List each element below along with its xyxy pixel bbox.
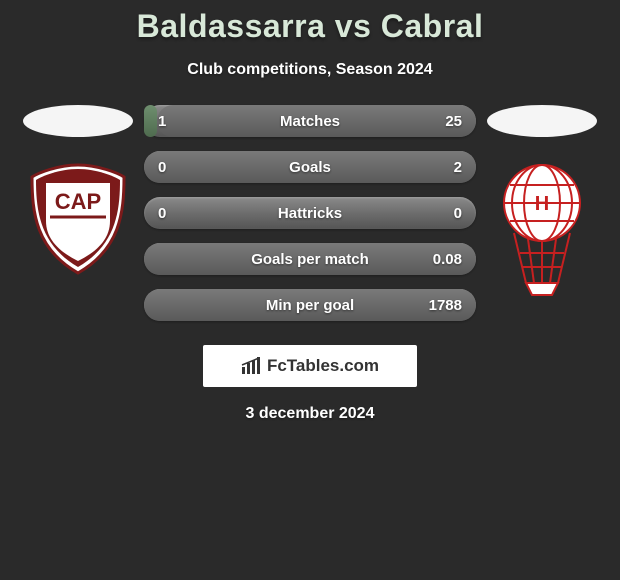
left-player-column: CAP xyxy=(18,105,138,280)
stat-right-value: 0.08 xyxy=(433,251,462,268)
stat-right-value: 2 xyxy=(454,159,462,176)
branding-text: FcTables.com xyxy=(267,356,379,376)
svg-text:CAP: CAP xyxy=(55,189,101,214)
right-player-photo-placeholder xyxy=(487,105,597,137)
generated-date: 3 december 2024 xyxy=(0,405,620,423)
stat-left-value: 1 xyxy=(158,113,166,130)
stat-left-value: 0 xyxy=(158,205,166,222)
page-title: Baldassarra vs Cabral xyxy=(0,8,620,45)
stat-label: Min per goal xyxy=(266,297,354,314)
branding-badge[interactable]: FcTables.com xyxy=(203,345,417,387)
bar-chart-icon xyxy=(241,357,263,375)
svg-text:H: H xyxy=(535,193,549,215)
right-player-column: H xyxy=(482,105,602,304)
stat-label: Matches xyxy=(280,113,340,130)
left-player-photo-placeholder xyxy=(23,105,133,137)
stat-row: Goals per match 0.08 xyxy=(144,243,476,275)
stat-row: Min per goal 1788 xyxy=(144,289,476,321)
stat-label: Goals per match xyxy=(251,251,369,268)
stat-row: 0 Goals 2 xyxy=(144,151,476,183)
stat-label: Goals xyxy=(289,159,331,176)
balloon-crest-icon: H xyxy=(492,163,592,299)
content-row: CAP 1 Matches 25 0 Goals 2 xyxy=(0,105,620,335)
stat-right-value: 0 xyxy=(454,205,462,222)
stat-row: 0 Hattricks 0 xyxy=(144,197,476,229)
stats-column: 1 Matches 25 0 Goals 2 0 Hattricks 0 xyxy=(138,105,482,335)
stat-label: Hattricks xyxy=(278,205,342,222)
comparison-card: Baldassarra vs Cabral Club competitions,… xyxy=(0,0,620,423)
stat-left-value: 0 xyxy=(158,159,166,176)
stat-fill-left xyxy=(144,105,157,137)
shield-icon: CAP xyxy=(28,163,128,275)
stat-right-value: 1788 xyxy=(429,297,462,314)
stat-row: 1 Matches 25 xyxy=(144,105,476,137)
stat-right-value: 25 xyxy=(445,113,462,130)
left-club-crest: CAP xyxy=(28,163,128,280)
subtitle: Club competitions, Season 2024 xyxy=(0,61,620,79)
right-club-crest: H xyxy=(492,163,592,304)
